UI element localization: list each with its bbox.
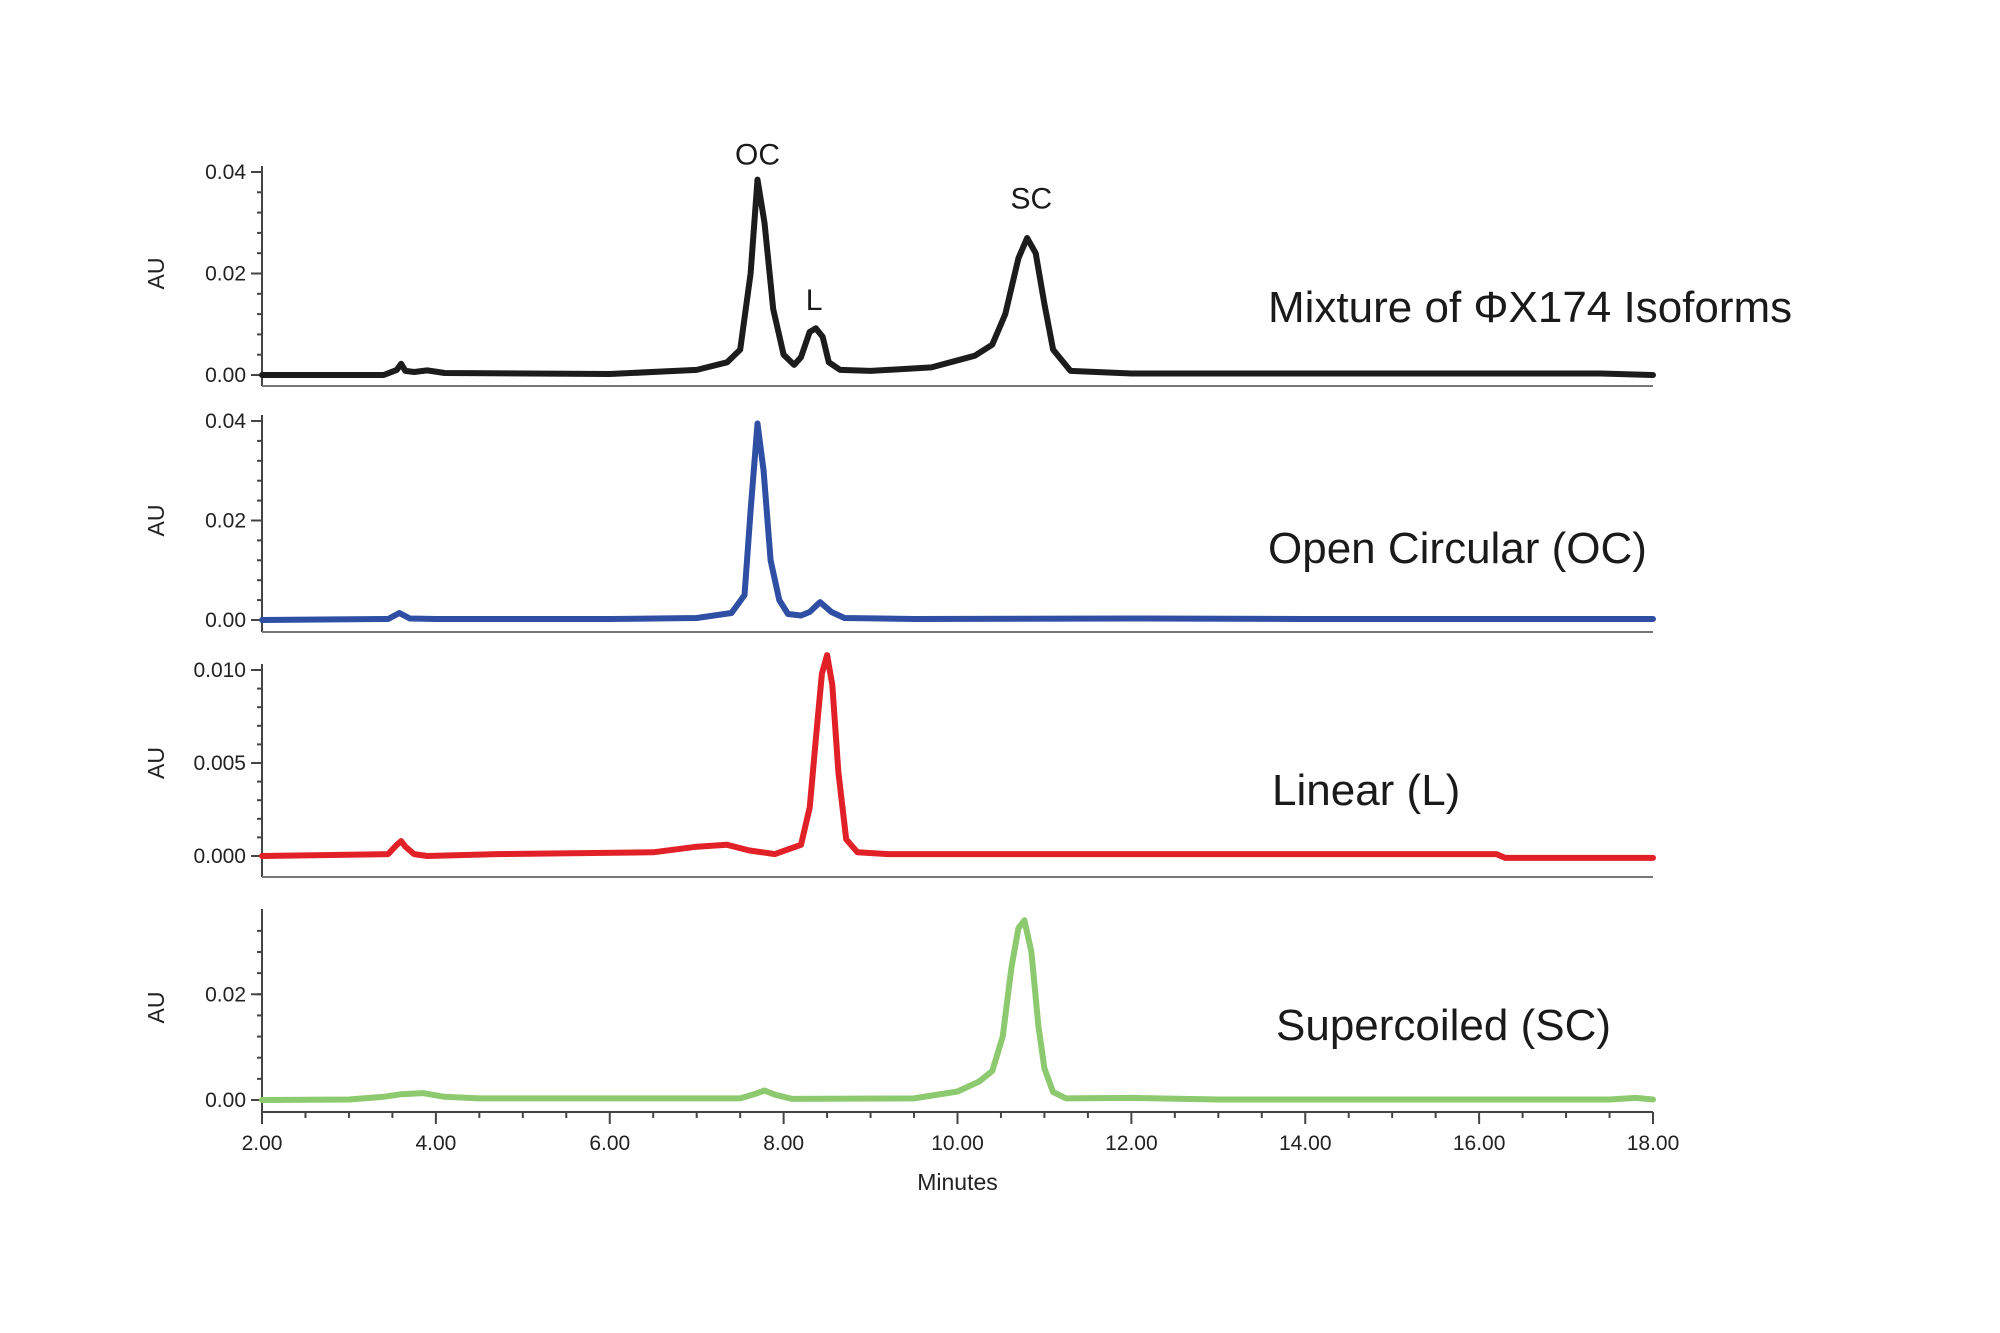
x-tick-label: 16.00 xyxy=(1453,1132,1506,1155)
panel-mix: 0.00 0.02 0.04 AU Mixture of ΦX174 Isoforms O… xyxy=(143,138,1792,387)
x-axis-title: Minutes xyxy=(917,1169,998,1195)
peak-label-l: L xyxy=(806,284,823,317)
panel-oc: 0.00 0.02 0.04 AU Open Circular (OC) xyxy=(143,410,1656,633)
panel-label-sc: Supercoiled (SC) xyxy=(1276,1001,1611,1050)
panel-sc: 0.00 0.02 AU Supercoiled (SC) xyxy=(143,909,1656,1112)
x-tick-label: 12.00 xyxy=(1105,1132,1158,1155)
y-tick-label: 0.00 xyxy=(205,609,246,632)
x-tick-label: 4.00 xyxy=(415,1132,456,1155)
y-axis-title: AU xyxy=(143,992,169,1024)
peak-label-oc: OC xyxy=(735,138,780,171)
panel-lin: 0.000 0.005 0.010 AU Linear (L) xyxy=(143,652,1656,878)
y-tick-label: 0.02 xyxy=(205,983,246,1006)
y-tick-label: 0.02 xyxy=(205,263,246,286)
y-tick-label: 0.00 xyxy=(205,1089,246,1112)
y-axis-title: AU xyxy=(143,258,169,290)
trace-lin xyxy=(259,652,1656,861)
x-tick-label: 6.00 xyxy=(589,1132,630,1155)
x-tick-label: 2.00 xyxy=(242,1132,283,1155)
y-tick-label: 0.04 xyxy=(205,410,246,433)
trace-oc xyxy=(259,420,1656,623)
panel-label-oc: Open Circular (OC) xyxy=(1268,524,1647,573)
x-tick-label: 18.00 xyxy=(1627,1132,1680,1155)
peak-label-sc: SC xyxy=(1011,183,1053,216)
panel-label-lin: Linear (L) xyxy=(1272,766,1460,815)
x-tick-label: 10.00 xyxy=(931,1132,984,1155)
x-tick-label: 8.00 xyxy=(763,1132,804,1155)
y-tick-label: 0.02 xyxy=(205,510,246,533)
y-tick-label: 0.04 xyxy=(205,161,246,184)
trace-sc xyxy=(259,917,1656,1103)
y-tick-label: 0.000 xyxy=(193,845,246,868)
x-axis: 2.00 4.00 6.00 8.00 10.00 12.00 14.00 16.00 18.0… xyxy=(242,1111,1680,1195)
y-axis-title: AU xyxy=(143,747,169,779)
y-tick-label: 0.010 xyxy=(193,659,246,682)
trace-mix xyxy=(259,176,1656,378)
y-tick-label: 0.00 xyxy=(205,364,246,387)
y-tick-label: 0.005 xyxy=(193,752,246,775)
y-axis-title: AU xyxy=(143,505,169,537)
panel-label-mix: Mixture of ΦX174 Isoforms xyxy=(1268,283,1792,332)
x-tick-label: 14.00 xyxy=(1279,1132,1332,1155)
